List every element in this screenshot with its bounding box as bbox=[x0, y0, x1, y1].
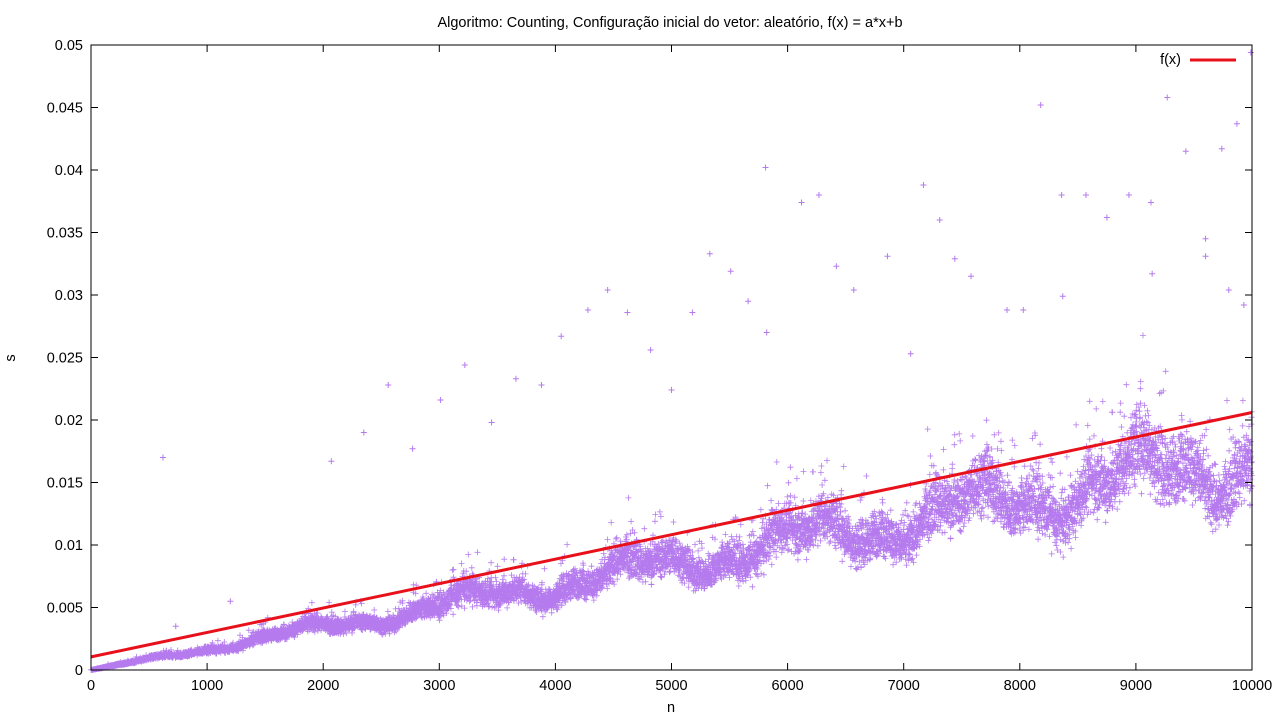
scatter-outlier-point bbox=[1037, 102, 1044, 108]
x-tick-label: 9000 bbox=[1120, 678, 1152, 694]
scatter-outlier-point bbox=[668, 387, 675, 393]
scatter-outlier-point bbox=[1004, 307, 1011, 313]
scatter-outlier-point bbox=[850, 287, 857, 293]
scatter-outlier-point bbox=[584, 307, 591, 313]
y-tick-label: 0.035 bbox=[47, 226, 83, 242]
x-tick-label: 1000 bbox=[191, 678, 223, 694]
scatter-outlier-point bbox=[159, 454, 166, 461]
scatter-outlier-point bbox=[727, 268, 734, 275]
scatter-outlier-point bbox=[647, 347, 654, 353]
y-tick-label: 0.03 bbox=[55, 288, 83, 304]
scatter-outlier-point bbox=[461, 362, 468, 368]
x-tick-label: 8000 bbox=[1004, 678, 1036, 694]
scatter-outlier-point bbox=[936, 217, 943, 223]
y-tick-label: 0.04 bbox=[55, 163, 83, 179]
fit-line-fx bbox=[90, 411, 1253, 659]
scatter-outlier-point bbox=[1149, 270, 1156, 277]
y-tick-label: 0.015 bbox=[47, 476, 83, 492]
x-tick-label: 5000 bbox=[655, 678, 687, 694]
scatter-outlier-point bbox=[1218, 145, 1225, 152]
scatter-outlier-point bbox=[920, 182, 927, 188]
axis-ticks: 0 1000 2000 3000 4000 5000 6000 7000 8000 9000 100… bbox=[47, 38, 1272, 694]
scatter-outlier-point bbox=[624, 309, 631, 316]
scatter-outlier-point bbox=[951, 255, 958, 262]
y-tick-label: 0.05 bbox=[55, 38, 83, 54]
scatter-outlier-point bbox=[1164, 94, 1171, 101]
scatter-outlier-point bbox=[1247, 49, 1254, 56]
scatter-outlier-point bbox=[328, 458, 335, 465]
x-tick-label: 2000 bbox=[307, 678, 339, 694]
scatter-outlier-point bbox=[1147, 199, 1154, 206]
y-tick-label: 0 bbox=[75, 663, 83, 679]
scatter-outlier-point bbox=[1082, 192, 1089, 198]
scatter-outlier-point bbox=[604, 287, 611, 293]
scatter-outlier-point bbox=[762, 164, 769, 171]
x-tick-label: 0 bbox=[87, 678, 95, 694]
scatter-outlier-point bbox=[1225, 287, 1232, 293]
legend: f(x) bbox=[1160, 52, 1236, 68]
x-tick-label: 10000 bbox=[1232, 678, 1272, 694]
scatter-outlier-point bbox=[360, 429, 367, 436]
scatter-outlier-point bbox=[385, 382, 392, 388]
scatter-outlier-point bbox=[1020, 307, 1027, 313]
scatter-outlier-point bbox=[798, 199, 805, 206]
scatter-outlier-point bbox=[1202, 235, 1209, 242]
y-tick-label: 0.01 bbox=[55, 538, 83, 554]
scatter-outlier-point bbox=[1059, 293, 1066, 300]
y-tick-label: 0.025 bbox=[47, 351, 83, 367]
scatter-outlier-point bbox=[1103, 214, 1110, 221]
scatter-outlier-point bbox=[437, 397, 444, 403]
scatter-outlier-point bbox=[488, 419, 495, 426]
y-tick-label: 0.02 bbox=[55, 413, 83, 429]
scatter-outlier-point bbox=[1202, 253, 1209, 260]
fit-lines bbox=[90, 411, 1253, 659]
scatter-outlier-point bbox=[1240, 302, 1247, 308]
x-tick-label: 7000 bbox=[888, 678, 920, 694]
scatter-outlier-point bbox=[833, 263, 840, 270]
y-tick-label: 0.005 bbox=[47, 601, 83, 617]
scatter-outlier-point bbox=[512, 375, 519, 382]
scatter-outlier-point bbox=[172, 623, 179, 630]
scatter-outlier-point bbox=[907, 350, 914, 357]
scatter-points bbox=[88, 49, 1255, 673]
scatter-outlier-point bbox=[815, 192, 822, 198]
y-tick-label: 0.045 bbox=[47, 101, 83, 117]
scatter-outlier-point bbox=[227, 598, 234, 605]
x-tick-label: 3000 bbox=[423, 678, 455, 694]
x-axis-label: n bbox=[667, 700, 675, 716]
scatter-outlier-point bbox=[1125, 192, 1132, 198]
x-tick-label: 4000 bbox=[539, 678, 571, 694]
scatter-outlier-point bbox=[968, 273, 975, 280]
scatter-outlier-point bbox=[1058, 192, 1065, 198]
scatter-outlier-point bbox=[884, 253, 891, 260]
y-axis-label: s bbox=[3, 354, 19, 361]
scatter-outlier-point bbox=[538, 382, 545, 388]
scatter-outlier-point bbox=[745, 298, 752, 305]
scatter-outlier-point bbox=[1233, 120, 1240, 127]
scatter-outlier-point bbox=[409, 445, 416, 452]
x-tick-label: 6000 bbox=[771, 678, 803, 694]
legend-label-fx: f(x) bbox=[1160, 52, 1181, 68]
plot-frame bbox=[90, 44, 1253, 671]
scatter-outlier-point bbox=[706, 250, 713, 257]
scatter-outlier-point bbox=[1182, 148, 1189, 155]
scatter-outlier-point bbox=[763, 329, 770, 336]
scatter-outlier-point bbox=[558, 333, 565, 340]
chart-title: Algoritmo: Counting, Configuração inicia… bbox=[437, 15, 902, 31]
scatter-outlier-point bbox=[689, 309, 696, 316]
